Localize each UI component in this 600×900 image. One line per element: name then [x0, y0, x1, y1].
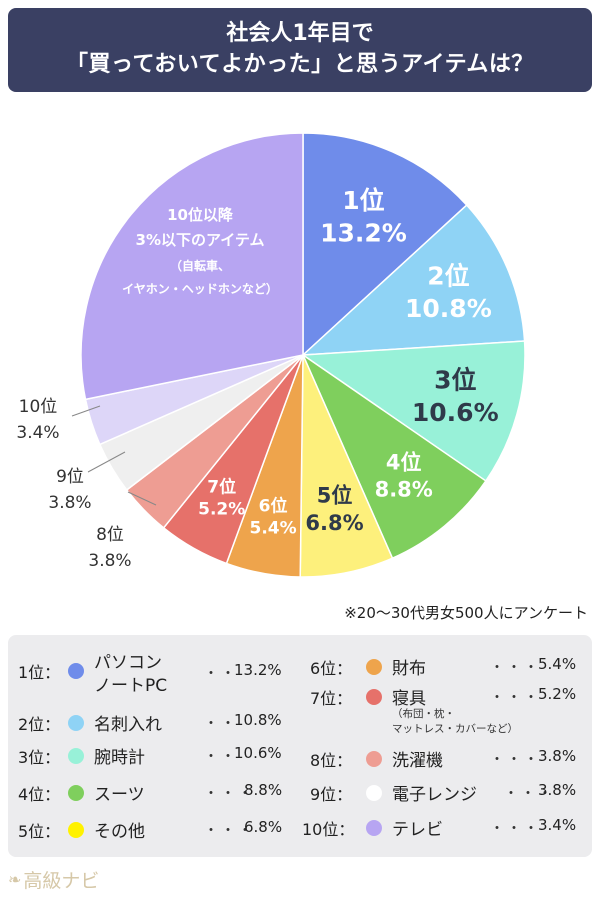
pie-chart: 1位 13.2% 2位 10.8% 3位 10.6% 4位 8.8%5位 6.8%6位 5.4%7… — [16, 132, 526, 578]
legend-rank: 7位： — [310, 689, 353, 708]
pie-slice-1 — [302, 132, 468, 357]
legend-rank: 5位： — [18, 822, 61, 841]
legend-rank: 4位： — [18, 785, 61, 804]
legend-leader: ・・・ — [204, 786, 255, 802]
slice-label-10: 10位 3.4% — [16, 397, 59, 443]
legend-pct: 10.8% — [234, 711, 282, 729]
leader-line-10 — [71, 405, 101, 417]
brand-logo: ❧ 高級ナビ — [8, 866, 99, 893]
legend-name: 洗濯機 — [392, 751, 443, 771]
legend-swatch-7 — [366, 689, 382, 705]
pie-slice-2 — [300, 204, 526, 356]
legend-rank: 8位： — [310, 751, 353, 770]
legend-pct: 10.6% — [234, 744, 282, 762]
legend-swatch-9 — [366, 785, 382, 801]
slice-label-6: 6位 5.4% — [250, 495, 297, 538]
legend-leader: ・・・ — [204, 823, 255, 839]
legend-name: 財布 — [392, 659, 426, 679]
legend-rank: 2位： — [18, 715, 61, 734]
legend-leader: ・・・ — [490, 660, 541, 676]
legend-leader: ・・ — [204, 716, 238, 732]
legend-name: 電子レンジ — [392, 785, 477, 805]
legend-pct: 5.2% — [538, 685, 577, 703]
legend-leader: ・・・ — [490, 690, 541, 706]
slice-label-1: 1位 13.2% — [320, 186, 407, 248]
legend-swatch-3 — [68, 748, 84, 764]
brand-logo-text: 高級ナビ — [23, 870, 100, 892]
ribbon-icon: ❧ — [8, 870, 22, 889]
legend-swatch-1 — [68, 663, 84, 679]
legend-rank: 6位： — [310, 659, 353, 678]
legend-name-line2: ノートPC — [94, 676, 168, 696]
legend-rank: 9位： — [310, 785, 353, 804]
pie-slice-4 — [301, 352, 487, 560]
legend-swatch-6 — [366, 659, 382, 675]
legend-pct: 3.4% — [538, 816, 577, 834]
leader-line-8 — [127, 491, 157, 506]
legend-panel: 1位： パソコン ノートPC ・・ 13.2% 2位： 名刺入れ ・・ 10.8… — [8, 635, 592, 857]
legend-name: パソコン — [94, 653, 162, 673]
slice-label-7: 7位 5.2% — [198, 477, 245, 520]
legend-name: その他 — [94, 822, 145, 842]
legend-subnote-2: マットレス・カバーなど） — [392, 723, 518, 735]
legend-swatch-2 — [68, 715, 84, 731]
slice-label-3: 3位 10.6% — [412, 365, 499, 427]
survey-note: ※20〜30代男女500人にアンケート — [344, 604, 588, 622]
slice-label-9: 9位 3.8% — [48, 467, 91, 513]
legend-name: 名刺入れ — [94, 715, 162, 735]
legend-rank: 3位： — [18, 748, 61, 767]
legend-name: スーツ — [94, 785, 145, 805]
slice-label-4: 4位 8.8% — [375, 450, 433, 501]
legend-name: 腕時計 — [94, 748, 145, 768]
legend-pct: 6.8% — [244, 818, 283, 836]
legend-leader: ・・・ — [504, 786, 555, 802]
legend-swatch-4 — [68, 785, 84, 801]
slice-label-5: 5位 6.8% — [305, 483, 363, 534]
legend-pct: 8.8% — [244, 781, 283, 799]
legend-leader: ・・・ — [490, 752, 541, 768]
pie-slice-3 — [300, 340, 526, 482]
legend-pct: 13.2% — [234, 661, 282, 679]
other-slice-label: 10位以降 3%以下のアイテム（自転車、イヤホン・ヘッドホンなど） — [122, 206, 278, 296]
legend-swatch-5 — [68, 822, 84, 838]
pie-slice-11 — [80, 132, 304, 401]
legend-name: テレビ — [392, 820, 443, 840]
legend-swatch-10 — [366, 820, 382, 836]
legend-pct: 5.4% — [538, 655, 577, 673]
legend-pct: 3.8% — [538, 747, 577, 765]
title-banner: 社会人1年目で 「買っておいてよかった」と思うアイテムは？ — [8, 8, 592, 92]
legend-rank: 10位： — [302, 820, 355, 839]
legend-swatch-8 — [366, 751, 382, 767]
slice-label-2: 2位 10.8% — [405, 261, 492, 323]
slice-label-8: 8位 3.8% — [88, 525, 131, 571]
leader-line-9 — [87, 451, 126, 473]
legend-name: 寝具 — [392, 689, 426, 709]
legend-leader: ・・ — [204, 749, 238, 765]
title-line-2: 「買っておいてよかった」と思うアイテムは？ — [66, 52, 534, 77]
legend-rank: 1位： — [18, 663, 61, 682]
title-line-1: 社会人1年目で — [226, 21, 374, 46]
legend-pct: 3.8% — [538, 781, 577, 799]
legend-leader: ・・・ — [490, 821, 541, 837]
legend-subnote-1: （布団・枕・ — [392, 708, 455, 720]
legend-leader: ・・ — [204, 666, 238, 682]
